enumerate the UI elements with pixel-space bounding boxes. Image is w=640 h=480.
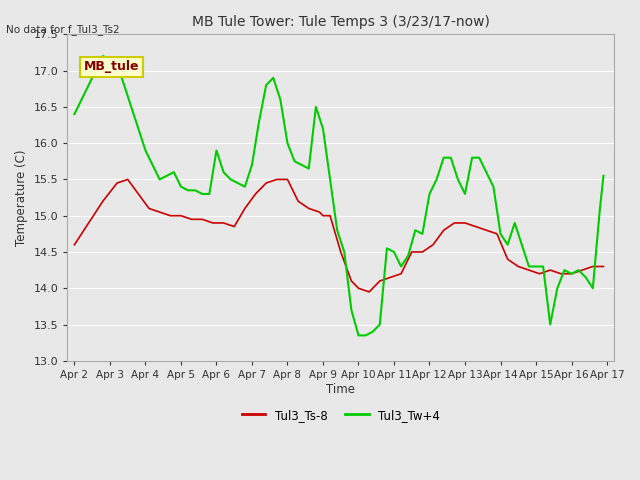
Tul3_Tw+4 <box>262 82 270 88</box>
Text: No data for f_Tul3_Ts2: No data for f_Tul3_Ts2 <box>6 24 120 35</box>
Tul3_Ts-8 <box>70 242 78 248</box>
X-axis label: Time: Time <box>326 383 355 396</box>
Tul3_Tw+4 <box>99 53 107 59</box>
Tul3_Tw+4 <box>127 104 135 110</box>
Line: Tul3_Tw+4: Tul3_Tw+4 <box>74 56 604 336</box>
Tul3_Ts-8 <box>252 191 259 197</box>
Y-axis label: Temperature (C): Temperature (C) <box>15 149 28 246</box>
Tul3_Ts-8 <box>472 224 479 229</box>
Tul3_Tw+4 <box>426 191 433 197</box>
Text: MB_tule: MB_tule <box>84 60 140 73</box>
Tul3_Tw+4 <box>70 111 78 117</box>
Tul3_Ts-8 <box>600 264 607 269</box>
Line: Tul3_Ts-8: Tul3_Ts-8 <box>74 180 604 292</box>
Legend: Tul3_Ts-8, Tul3_Tw+4: Tul3_Ts-8, Tul3_Tw+4 <box>237 404 445 427</box>
Tul3_Ts-8 <box>365 289 373 295</box>
Tul3_Ts-8 <box>262 180 270 186</box>
Title: MB Tule Tower: Tule Temps 3 (3/23/17-now): MB Tule Tower: Tule Temps 3 (3/23/17-now… <box>192 15 490 29</box>
Tul3_Tw+4 <box>600 173 607 179</box>
Tul3_Tw+4 <box>511 220 518 226</box>
Tul3_Tw+4 <box>362 333 369 338</box>
Tul3_Ts-8 <box>124 177 132 182</box>
Tul3_Ts-8 <box>440 228 447 233</box>
Tul3_Ts-8 <box>209 220 217 226</box>
Tul3_Tw+4 <box>355 333 362 338</box>
Tul3_Tw+4 <box>440 155 447 160</box>
Tul3_Ts-8 <box>589 264 596 269</box>
